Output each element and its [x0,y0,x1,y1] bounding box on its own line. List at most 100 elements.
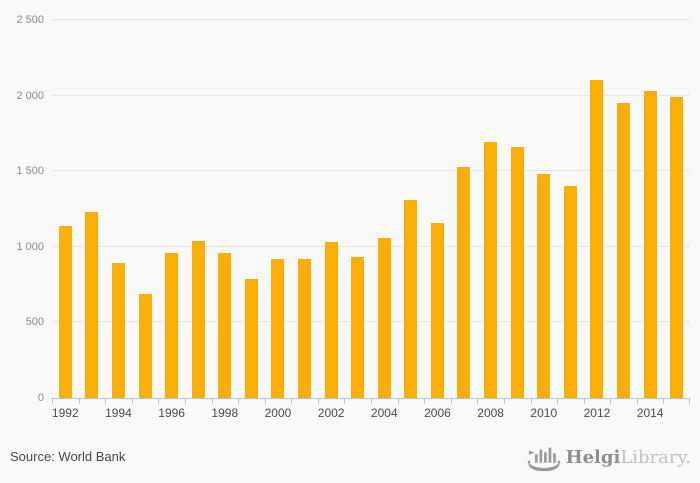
x-tick [610,398,612,404]
y-axis-labels: 0 500 1 000 1 500 2 000 2 500 [0,14,44,404]
bar-slot [158,20,185,398]
x-tick [583,398,585,404]
bar-slot [371,20,398,398]
x-tick [477,398,479,404]
x-tick [503,398,505,404]
bar-slot [291,20,318,398]
bar-2000[interactable] [271,258,285,398]
bar-1998[interactable] [218,252,232,398]
bar-slot [318,20,345,398]
bar-slot [398,20,425,398]
y-axis-label-1000: 1 000 [16,240,44,253]
x-tick [397,398,399,404]
y-axis-label-2000: 2 000 [16,89,44,102]
y-axis-label-1500: 1 500 [16,165,44,178]
bar-1993[interactable] [85,212,99,398]
bar-2005[interactable] [404,199,418,398]
bar-2003[interactable] [351,257,365,398]
bar-slot [185,20,212,398]
x-tick [663,398,665,404]
bar-2004[interactable] [377,237,391,398]
bar-2001[interactable] [297,258,311,398]
x-tick [264,398,266,404]
bar-slot [344,20,371,398]
x-axis-label-2006: 2006 [424,406,451,420]
bar-slot [637,20,664,398]
gridline-2000 [52,94,690,96]
x-tick [78,398,80,404]
x-tick [158,398,160,404]
bar-slot [211,20,238,398]
bars [52,20,690,398]
y-axis-label-0: 0 [37,392,44,404]
bar-slot [105,20,132,398]
bar-slot [504,20,531,398]
x-tick [344,398,346,404]
x-axis-label-2000: 2000 [264,406,292,420]
x-tick [291,398,293,404]
bar-2011[interactable] [563,186,577,398]
bar-slot [79,20,106,398]
x-tick [424,398,426,404]
y-axis-label-2500: 2 500 [16,14,44,26]
bar-slot [663,20,690,398]
x-tick [636,398,638,404]
x-axis-label-1998: 1998 [211,406,239,420]
x-tick [131,398,133,404]
x-axis-label-2004: 2004 [370,406,398,420]
bar-slot [530,20,557,398]
x-tick [557,398,559,404]
bar-slot [238,20,265,398]
bar-2014[interactable] [643,91,657,398]
x-tick [450,398,452,404]
bar-slot [451,20,478,398]
x-tick [530,398,532,404]
logo-text-library: Library. [620,447,691,468]
bar-1995[interactable] [138,293,152,398]
x-axis-label-2014: 2014 [636,406,664,420]
bar-slot [557,20,584,398]
gridline-1500 [52,170,690,172]
bar-slot [584,20,611,398]
x-tick [105,398,107,404]
x-axis-label-2010: 2010 [530,406,558,420]
bar-1999[interactable] [244,278,258,398]
bar-2013[interactable] [616,103,630,398]
bar-slot [132,20,159,398]
bar-2002[interactable] [324,242,338,398]
bar-2006[interactable] [430,222,444,398]
bar-1997[interactable] [191,240,205,398]
x-axis-label-2002: 2002 [317,406,345,420]
bar-2010[interactable] [537,174,551,398]
bar-slot [610,20,637,398]
bar-slot [424,20,451,398]
bar-2007[interactable] [457,166,471,398]
bar-slot [52,20,79,398]
bar-1992[interactable] [58,225,72,398]
x-axis-label-1992: 1992 [51,406,79,420]
helgi-library-logo[interactable]: HelgiLibrary. [527,443,691,473]
x-tick [317,398,319,404]
bar-slot [477,20,504,398]
x-tick [211,398,213,404]
bar-2015[interactable] [670,97,684,398]
bar-1994[interactable] [111,263,125,398]
bar-2008[interactable] [484,142,498,398]
bar-1996[interactable] [165,252,179,398]
helgi-ship-icon [527,447,560,472]
bar-2012[interactable] [590,80,604,398]
plot-area: 1992 1994 1996 1998 2000 2002 2004 2006 2008 2010… [52,19,690,420]
x-axis-label-2012: 2012 [583,406,611,420]
logo-wordmark: HelgiLibrary. [566,443,691,473]
x-tick [238,398,240,404]
x-tick [52,398,53,404]
gridline-1000 [52,245,690,247]
bar-slot [265,20,292,398]
gridline-500 [52,321,690,323]
bar-2009[interactable] [510,147,524,398]
source-label: Source: World Bank [10,449,126,464]
logo-text-helgi: Helgi [565,447,621,468]
gridline-2500 [52,19,690,20]
x-tick [689,398,690,404]
